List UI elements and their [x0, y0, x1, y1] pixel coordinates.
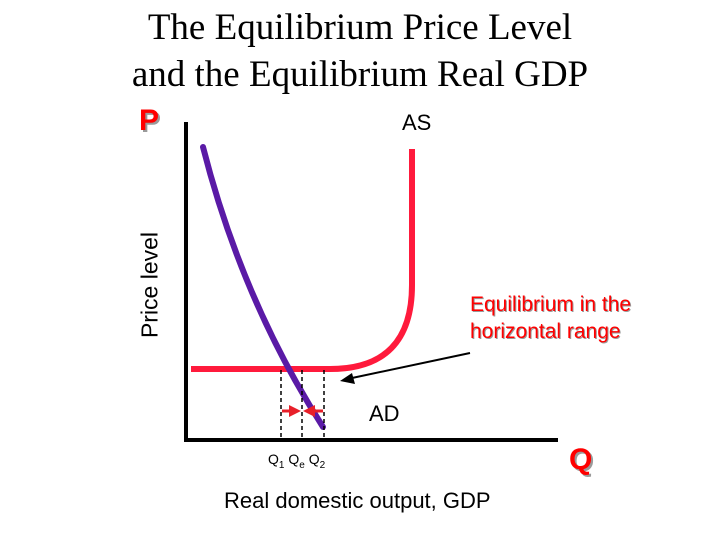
quantity-ticks: Q1 Qe Q2	[268, 451, 325, 471]
slide-title: The Equilibrium Price Level and the Equi…	[0, 4, 720, 98]
arrow-right-icon	[282, 405, 301, 417]
ad-label: AD	[369, 401, 400, 426]
ad-curve	[200, 144, 326, 430]
x-axis-label: Real domestic output, GDP	[224, 488, 491, 513]
arrow-icon	[340, 352, 471, 384]
title-line-1: The Equilibrium Price Level	[147, 7, 573, 48]
qe-tick-label: Qe	[288, 451, 305, 471]
equilibrium-annotation: Equilibrium in the horizontal range	[470, 291, 631, 345]
x-axis-symbol: Q	[569, 443, 593, 476]
title-line-2: and the Equilibrium Real GDP	[131, 54, 589, 95]
annotation-line-2: horizontal range	[470, 320, 621, 343]
as-curve	[191, 149, 415, 372]
as-label: AS	[402, 110, 432, 135]
arrow-left-icon	[303, 405, 323, 417]
q1-tick-label: Q1	[268, 451, 285, 471]
y-axis-label: Price level	[136, 231, 163, 339]
annotation-line-1: Equilibrium in the	[470, 293, 632, 316]
q2-tick-label: Q2	[308, 451, 326, 471]
y-axis-symbol: P	[139, 104, 160, 137]
